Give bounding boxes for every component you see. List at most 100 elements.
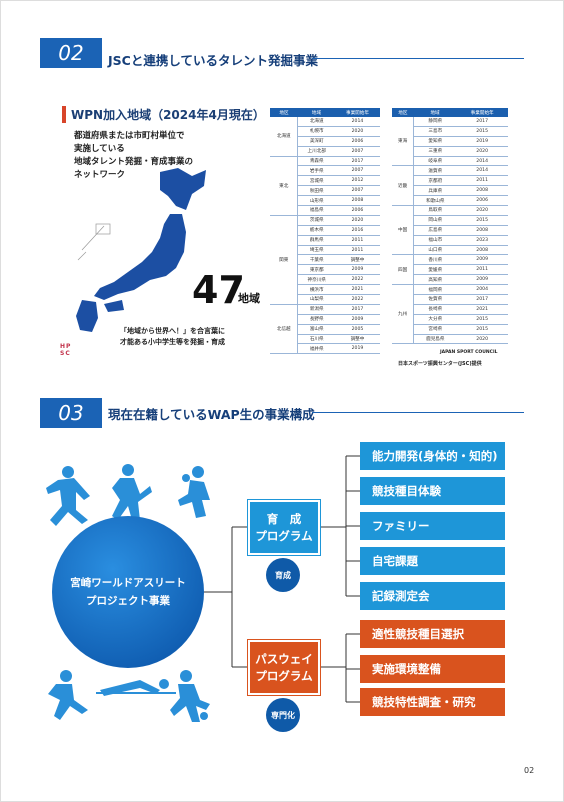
- year-cell: 2021: [456, 304, 508, 315]
- area-cell: 富山県: [297, 324, 335, 335]
- year-cell: 2012: [334, 175, 380, 187]
- table-row: 横浜市 2021: [270, 284, 380, 296]
- year-cell: 2011: [456, 264, 508, 276]
- area-cell: 長野県: [297, 314, 335, 325]
- year-cell: 2020: [456, 334, 508, 345]
- area-cell: 福島県: [297, 205, 335, 216]
- description-line: 都道府県または市町村単位で: [74, 131, 185, 141]
- item-box: 能力開発(身体的・知的): [360, 442, 505, 470]
- table-row: 神奈川県 2022: [270, 274, 380, 286]
- table-row: 秋田県 2007: [270, 185, 380, 197]
- area-cell: 茨城県: [297, 215, 335, 226]
- okinawa-inset: [77, 223, 111, 261]
- item-box: ファミリー: [360, 512, 505, 540]
- year-cell: 2009: [334, 314, 380, 325]
- year-cell: 2006: [334, 205, 380, 216]
- header-cell: 地域: [413, 108, 457, 117]
- year-cell: 2004: [456, 284, 508, 296]
- region-cell: 北海道: [270, 117, 299, 157]
- table-row: 福島県 2006: [270, 205, 380, 216]
- wpn-description: 都道府県または市町村単位で 実施している地域タレント発掘・育成事業の ネットワーク: [74, 130, 193, 182]
- region-cell: 九州: [392, 284, 415, 345]
- region-cell: 中国: [392, 205, 415, 256]
- item-box: 競技特性調査・研究: [360, 688, 505, 716]
- wpn-slogan: 「地域から世界へ！」を合言葉に 才能ある小中学生等を発掘・育成: [120, 326, 225, 348]
- year-cell: 2008: [456, 245, 508, 256]
- area-cell: 青森県: [297, 156, 335, 167]
- area-cell: 岡山県: [413, 215, 457, 226]
- table-row: 山梨県 2022: [270, 294, 380, 305]
- area-cell: 宮崎県: [413, 324, 457, 335]
- table-row: 三島市 2015: [392, 126, 508, 137]
- region-cell: 北信越: [270, 304, 299, 355]
- program-name: パスウェイ: [255, 651, 313, 666]
- year-cell: 2015: [456, 126, 508, 137]
- area-cell: 広島県: [413, 225, 457, 236]
- area-cell: 新潟県: [297, 304, 335, 315]
- area-cell: 長崎県: [413, 304, 457, 315]
- region-table: 地区 地域 事業開始年 東海 静岡県 2017 三島市 2015 愛知県 2019 三重県 2020 岐…: [392, 108, 508, 345]
- program-name: 育 成: [266, 511, 302, 526]
- table-header: 地区 地域 事業開始年: [392, 108, 508, 117]
- table-row: 美深町 2006: [270, 136, 380, 147]
- section-title: 現在在籍しているWAP生の事業構成: [108, 407, 315, 422]
- year-cell: 2006: [334, 136, 380, 147]
- area-cell: 鹿児島県: [413, 334, 457, 345]
- region-cell: 東北: [270, 156, 299, 216]
- area-cell: 兵庫県: [413, 185, 457, 197]
- athlete-silhouettes: [46, 464, 210, 722]
- table-row: 兵庫県 2008: [392, 185, 508, 197]
- year-cell: 2016: [334, 225, 380, 236]
- area-cell: 福岡県: [413, 284, 457, 296]
- header-cell: 事業開始年: [456, 108, 508, 117]
- table-row: 三重県 2020: [392, 146, 508, 157]
- description-line: 地域タレント発掘・育成事業の: [74, 157, 194, 167]
- area-cell: 群馬県: [297, 235, 335, 246]
- program-badge: 育成: [266, 558, 300, 592]
- page-number: 02: [524, 766, 535, 775]
- table-row: 東京都 2009: [270, 264, 380, 276]
- program-box: パスウェイ プログラム: [247, 639, 321, 696]
- table-row: 九州 福岡県 2004: [392, 284, 508, 345]
- area-cell: 愛知県: [413, 136, 457, 147]
- year-cell: 2014: [334, 117, 380, 127]
- item-box: 実施環境整備: [360, 655, 505, 683]
- area-cell: 佐賀県: [413, 294, 457, 305]
- area-cell: 愛媛県: [413, 264, 457, 276]
- year-cell: 2008: [456, 225, 508, 236]
- year-cell: 2022: [334, 274, 380, 286]
- item-box: 競技種目体験: [360, 477, 505, 505]
- logo-line: SC: [60, 350, 71, 357]
- year-cell: 2008: [456, 185, 508, 197]
- table-row: 岩手県 2007: [270, 165, 380, 177]
- table-row: 札幌市 2020: [270, 126, 380, 137]
- area-cell: 埼玉県: [297, 245, 335, 256]
- description-line: 実施している: [74, 144, 125, 154]
- area-cell: 北海道: [297, 117, 335, 127]
- japan-map: [76, 168, 206, 332]
- table-row: 埼玉県 2011: [270, 245, 380, 256]
- table-row: 京都府 2011: [392, 175, 508, 187]
- area-cell: 鳥取県: [413, 205, 457, 216]
- table-row: 佐賀県 2017: [392, 294, 508, 305]
- area-cell: 香川県: [413, 254, 457, 266]
- year-cell: 2015: [456, 314, 508, 325]
- year-cell: 2011: [456, 175, 508, 187]
- table-row: 四国 香川県 2009: [392, 254, 508, 286]
- hpsc-logo: HP SC: [60, 343, 71, 357]
- slogan-line: 「地域から世界へ！」を合言葉に: [120, 327, 225, 335]
- header-cell: 事業開始年: [334, 108, 380, 117]
- table-row: 長崎県 2021: [392, 304, 508, 315]
- description-line: ネットワーク: [74, 170, 126, 180]
- credit-en: JAPAN SPORT COUNCIL: [440, 350, 498, 355]
- table-row: 関東 茨城県 2020: [270, 215, 380, 305]
- year-cell: 2020: [456, 205, 508, 216]
- area-cell: 静岡県: [413, 117, 457, 127]
- table-row: 石川県 調整中: [270, 334, 380, 345]
- area-cell: 神奈川県: [297, 274, 335, 286]
- area-cell: 千葉県: [297, 254, 335, 266]
- table-row: 広島県 2008: [392, 225, 508, 236]
- year-cell: 2006: [456, 195, 508, 207]
- region-cell: 近畿: [392, 165, 415, 207]
